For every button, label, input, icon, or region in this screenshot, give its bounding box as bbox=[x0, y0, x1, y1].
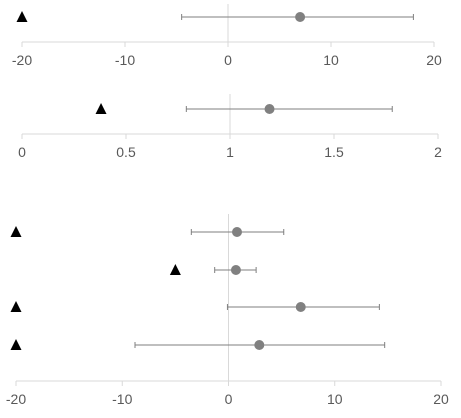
chart-panel-1: -20 -10 0 10 20 bbox=[12, 4, 442, 68]
x-tick-label: 2 bbox=[434, 144, 442, 160]
forest-row-3 bbox=[10, 301, 380, 312]
x-tick-label: -20 bbox=[6, 391, 26, 407]
x-tick-label: -10 bbox=[112, 391, 132, 407]
triangle-marker bbox=[10, 301, 22, 312]
triangle-marker bbox=[10, 339, 22, 350]
forest-row-1 bbox=[16, 11, 414, 22]
forest-row-1 bbox=[10, 226, 285, 237]
x-tick-label: 0 bbox=[18, 144, 26, 160]
forest-row-4 bbox=[10, 339, 386, 350]
x-tick-label: 10 bbox=[327, 391, 343, 407]
x-tick-label: 1.5 bbox=[324, 144, 344, 160]
forest-row-2 bbox=[169, 264, 257, 275]
estimate-point bbox=[295, 302, 306, 312]
triangle-marker bbox=[95, 103, 107, 114]
estimate-point bbox=[295, 12, 306, 22]
x-tick-label: 0 bbox=[225, 391, 233, 407]
triangle-marker bbox=[169, 264, 181, 275]
x-tick-label: -20 bbox=[12, 52, 32, 68]
x-tick-label: 10 bbox=[323, 52, 339, 68]
x-tick-label: 20 bbox=[433, 391, 449, 407]
estimate-point bbox=[232, 227, 242, 237]
x-tick-label: 20 bbox=[426, 52, 442, 68]
x-tick-label: -10 bbox=[115, 52, 135, 68]
x-tick-label: 1 bbox=[226, 144, 234, 160]
estimate-point bbox=[230, 265, 241, 275]
x-tick-label: 0 bbox=[224, 52, 232, 68]
estimate-point bbox=[264, 104, 275, 114]
chart-panel-3: -20 -10 0 10 20 bbox=[6, 214, 449, 407]
forest-row-1 bbox=[95, 103, 393, 114]
estimate-point bbox=[254, 340, 265, 350]
triangle-marker bbox=[16, 11, 28, 22]
triangle-marker bbox=[10, 226, 22, 237]
chart-panel-2: 0 0.5 1 1.5 2 bbox=[18, 94, 442, 160]
x-tick-label: 0.5 bbox=[116, 144, 136, 160]
